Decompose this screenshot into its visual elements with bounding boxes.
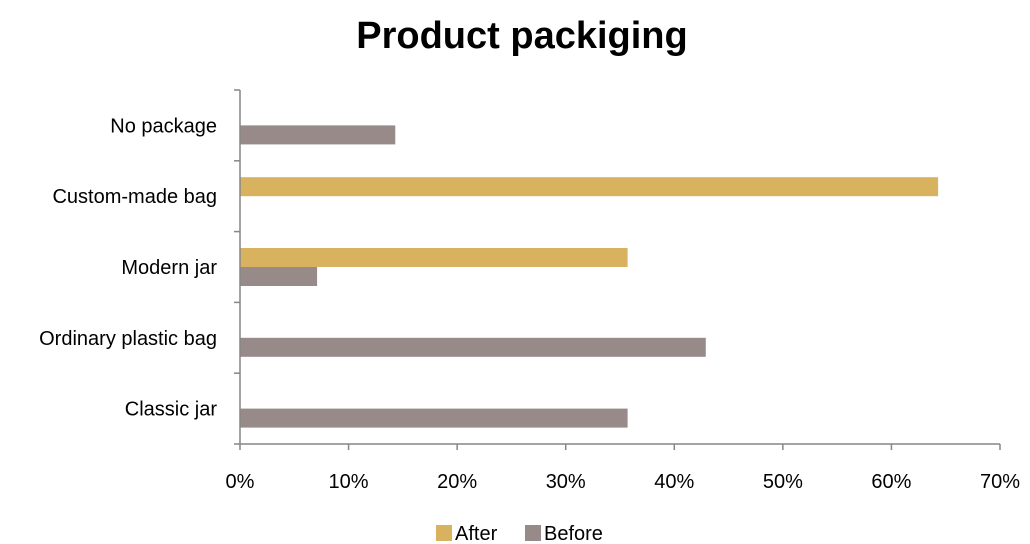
x-tick-label: 20%: [437, 471, 477, 493]
category-label: Ordinary plastic bag: [39, 328, 217, 350]
bar-after: [240, 177, 939, 197]
x-tick-labels: 0% 10% 20% 30% 40% 50% 60% 70%: [226, 471, 1021, 493]
x-tick-label: 70%: [980, 471, 1020, 493]
x-tick-label: 0%: [226, 471, 255, 493]
x-tick-label: 50%: [763, 471, 803, 493]
x-tick-label: 60%: [871, 471, 911, 493]
bar-after: [240, 248, 628, 267]
category-label: Modern jar: [121, 257, 217, 279]
chart-title: Product packiging: [356, 15, 687, 57]
legend: After Before: [436, 523, 603, 544]
x-tick-label: 10%: [329, 471, 369, 493]
bar-before: [240, 267, 318, 286]
legend-swatch-before: [525, 525, 541, 541]
bar-before: [240, 337, 706, 357]
category-label: No package: [110, 115, 217, 137]
x-tick-label: 30%: [546, 471, 586, 493]
bars: [240, 125, 939, 428]
legend-swatch-after: [436, 525, 452, 541]
bar-before: [240, 408, 628, 428]
legend-label-before: Before: [544, 523, 603, 544]
legend-label-after: After: [455, 523, 498, 544]
x-tick-label: 40%: [654, 471, 694, 493]
category-label: Classic jar: [125, 399, 218, 421]
category-labels: No package Custom-made bag Modern jar Or…: [39, 115, 217, 420]
bar-before: [240, 125, 396, 145]
category-label: Custom-made bag: [52, 186, 217, 208]
axes: [234, 89, 1001, 450]
